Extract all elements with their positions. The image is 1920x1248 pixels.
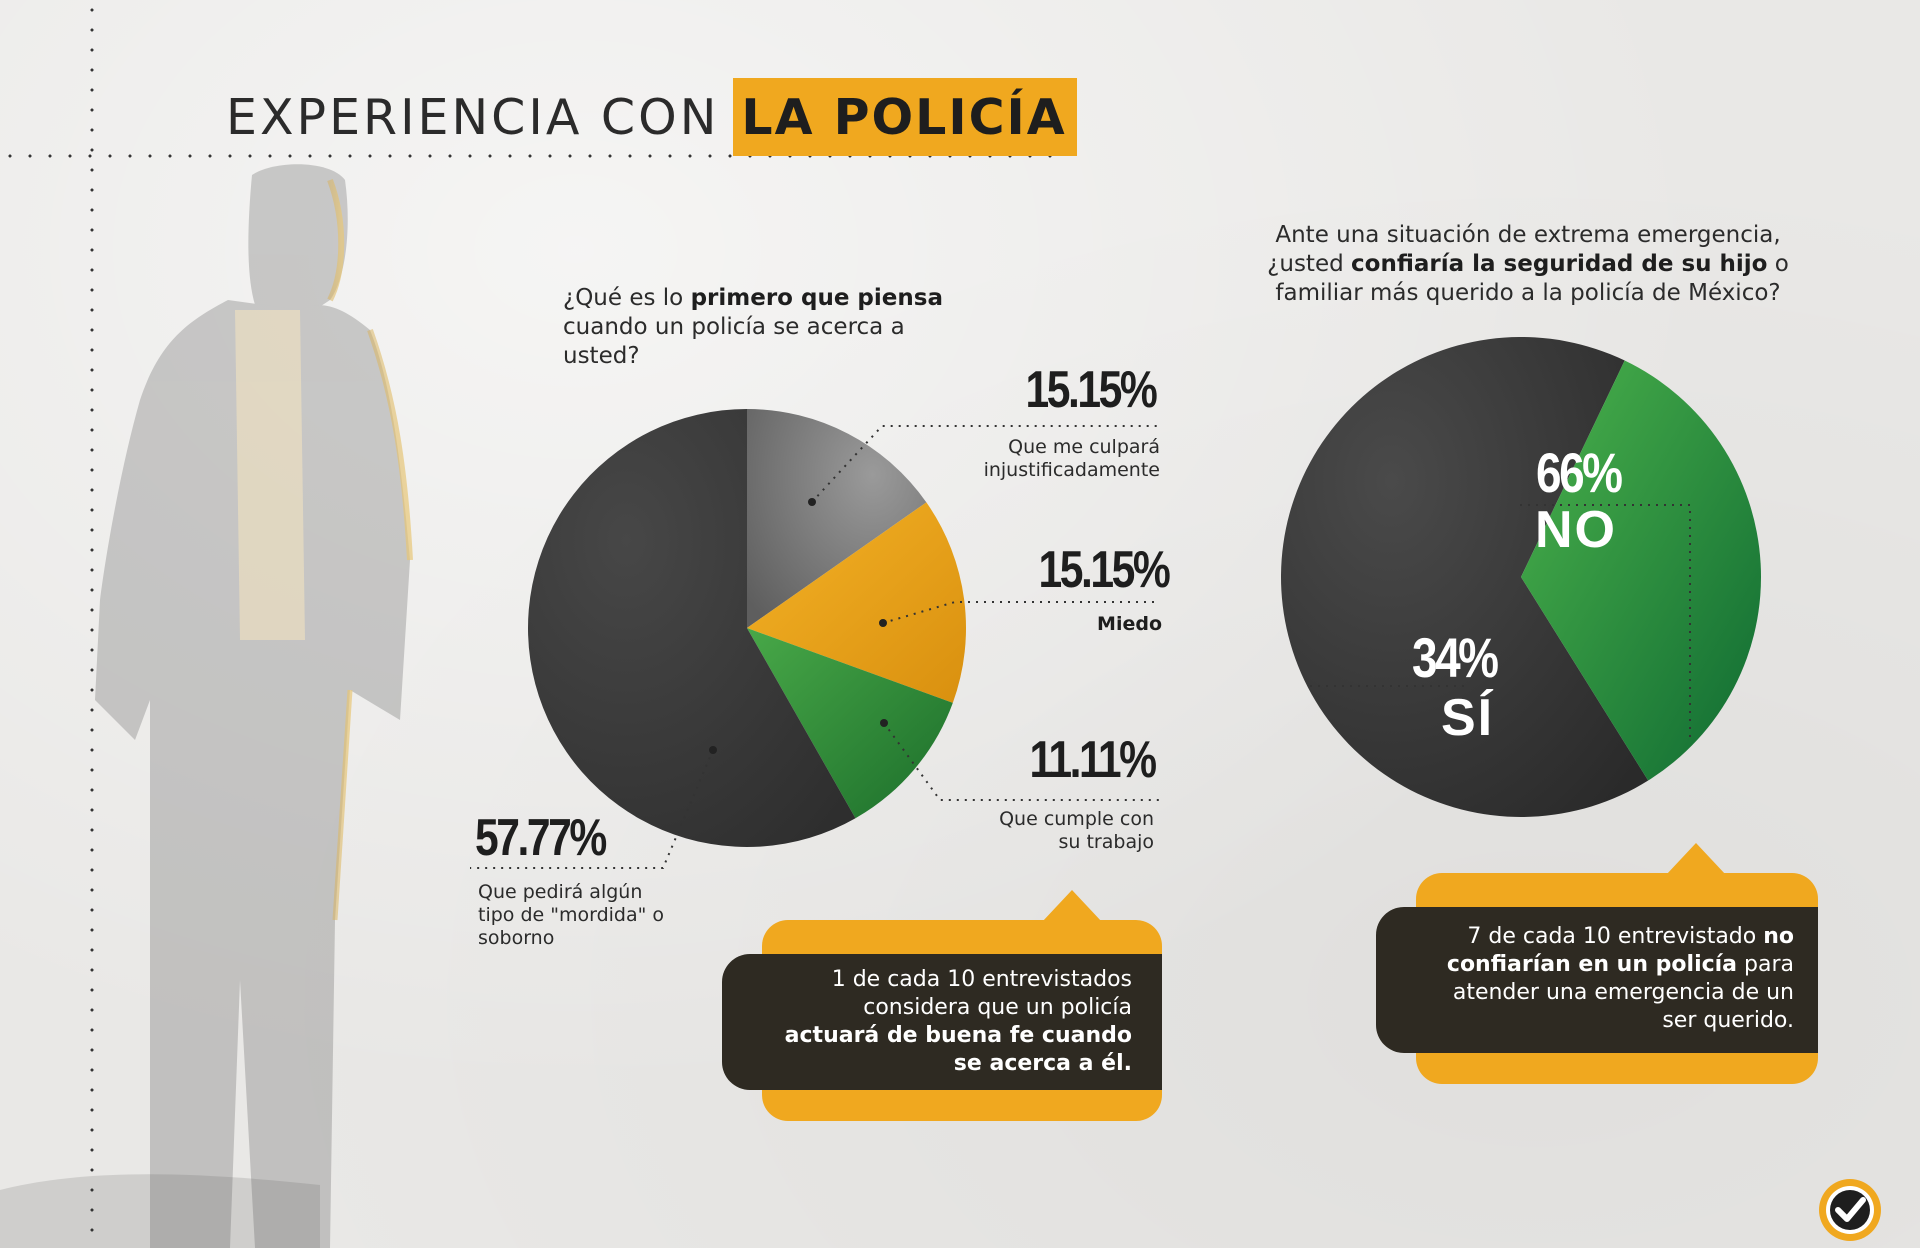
slice-label-value-3: 11.11% bbox=[1029, 731, 1158, 789]
callout2-pre: 7 de cada 10 entrevistado bbox=[1467, 924, 1764, 949]
vertical-dotted-line bbox=[90, 0, 94, 1248]
question1-post: cuando un policía se acerca a usted? bbox=[563, 314, 905, 369]
callout-buena-fe: 1 de cada 10 entrevistados considera que… bbox=[722, 890, 1162, 1122]
callout1-bold1: actuará de buena fe cuando bbox=[784, 1023, 1132, 1048]
slice-label-2: Miedo bbox=[1097, 613, 1162, 635]
pie2-value-si: 34% bbox=[1412, 626, 1499, 689]
callout2-post: para atender una emergencia de un ser qu… bbox=[1452, 952, 1794, 1033]
question2-bold: confiaría la seguridad de su hijo bbox=[1351, 251, 1768, 277]
pie1-slice-3 bbox=[747, 628, 953, 819]
pie1-slice-1 bbox=[747, 409, 927, 628]
horizontal-dotted-line bbox=[0, 154, 1062, 158]
slice-label-value-4: 57.77% bbox=[475, 809, 607, 867]
callout2-text: 7 de cada 10 entrevistado no confiarían … bbox=[1414, 923, 1794, 1035]
title-part1: EXPERIENCIA CON bbox=[226, 88, 720, 146]
pie2-slice-2 bbox=[1521, 360, 1762, 781]
callout-pointer-icon bbox=[1042, 890, 1102, 922]
checkmark-circle-icon bbox=[1819, 1179, 1881, 1241]
pie2-label-no: NO bbox=[1535, 501, 1617, 559]
callout-no-confiarian: 7 de cada 10 entrevistado no confiarían … bbox=[1376, 843, 1818, 1085]
callout1-bold2: se acerca a él. bbox=[953, 1051, 1132, 1076]
pie2-label-si: SÍ bbox=[1441, 689, 1495, 747]
slice-label-value-1: 15.15% bbox=[1025, 361, 1157, 419]
title-highlight: LA POLICÍA bbox=[733, 78, 1077, 156]
callout2-bold: no confiarían en un policía bbox=[1446, 924, 1794, 977]
pie2-value-no: 66% bbox=[1536, 441, 1623, 504]
question2-pre: Ante una situación de extrema emergencia… bbox=[1267, 222, 1781, 277]
callout-pointer-icon bbox=[1666, 843, 1726, 875]
page-title: EXPERIENCIA CON LA POLICÍA bbox=[226, 78, 1077, 156]
slice-label-1: Que me culpará injustificadamente bbox=[983, 436, 1160, 481]
callout1-line2: considera que un policía bbox=[863, 995, 1132, 1020]
question1: ¿Qué es lo primero que piensa cuando un … bbox=[563, 284, 983, 371]
callout1-line1: 1 de cada 10 entrevistados bbox=[831, 967, 1132, 992]
pie1-slice-2 bbox=[747, 502, 966, 703]
slice-label-3: Que cumple con su trabajo bbox=[999, 808, 1154, 853]
slice-label-value-2: 15.15% bbox=[1038, 541, 1170, 599]
question2-post: o familiar más querido a la policía de M… bbox=[1275, 251, 1789, 306]
callout1-text: 1 de cada 10 entrevistados considera que… bbox=[752, 966, 1132, 1078]
question1-pre: ¿Qué es lo bbox=[563, 285, 691, 311]
pie1-slice-4 bbox=[527, 409, 856, 847]
man-silhouette-icon bbox=[0, 164, 413, 1248]
slice-label-4: Que pedirá algún tipo de "mordida" o sob… bbox=[478, 881, 665, 949]
question1-bold: primero que piensa bbox=[690, 285, 943, 311]
question2: Ante una situación de extrema emergencia… bbox=[1248, 221, 1808, 308]
pie2-slice-1 bbox=[1281, 337, 1649, 817]
